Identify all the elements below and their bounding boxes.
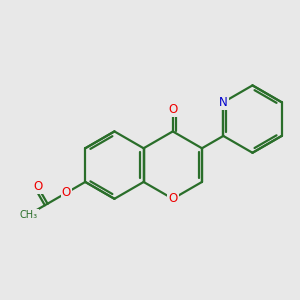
Text: O: O <box>168 192 177 205</box>
Text: O: O <box>62 186 71 199</box>
Text: O: O <box>168 103 177 116</box>
Text: O: O <box>33 180 42 193</box>
Text: N: N <box>219 96 228 109</box>
Text: CH₃: CH₃ <box>20 210 38 220</box>
